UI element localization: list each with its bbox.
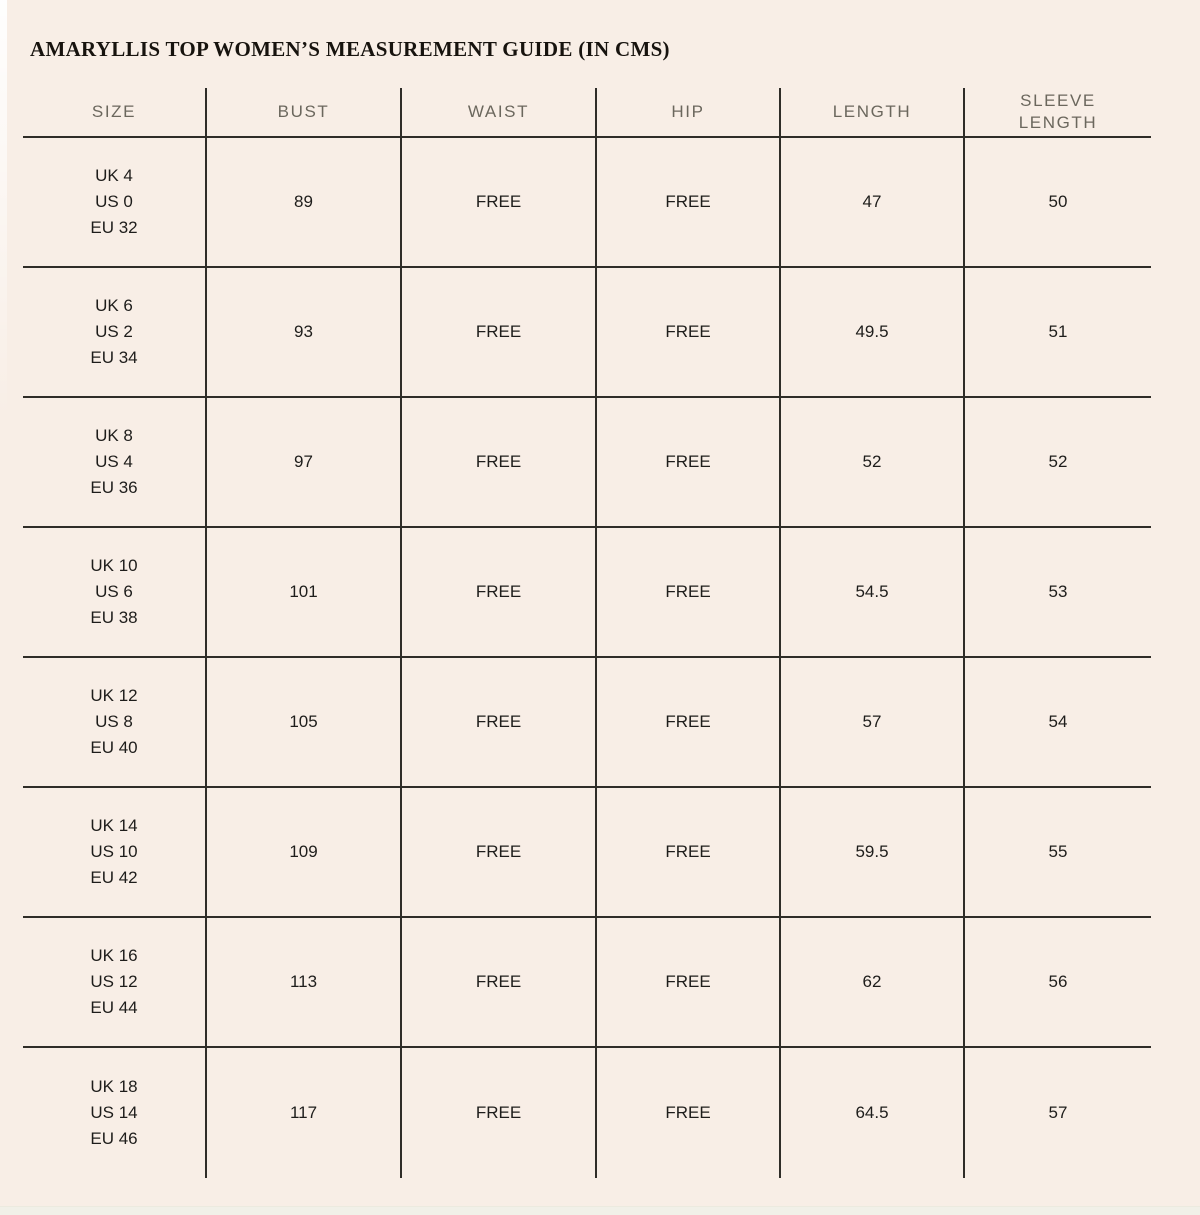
- size-eu: EU 36: [90, 478, 138, 497]
- hip-cell: FREE: [595, 658, 779, 786]
- size-us: US 10: [90, 842, 138, 861]
- length-cell: 62: [779, 918, 963, 1046]
- size-uk: UK 18: [90, 1077, 138, 1096]
- hip-cell: FREE: [595, 138, 779, 266]
- size-uk: UK 8: [95, 426, 133, 445]
- size-cell: UK 10 US 6 EU 38: [23, 528, 205, 656]
- size-eu: EU 42: [90, 868, 138, 887]
- hip-cell: FREE: [595, 528, 779, 656]
- page-title: AMARYLLIS TOP WOMEN’S MEASUREMENT GUIDE …: [30, 37, 670, 61]
- column-header-length: LENGTH: [779, 88, 963, 136]
- size-eu: EU 44: [90, 998, 138, 1017]
- column-header-waist: WAIST: [400, 88, 595, 136]
- size-uk: UK 10: [90, 556, 138, 575]
- sleeve-length-cell: 53: [963, 528, 1151, 656]
- column-header-size: SIZE: [91, 102, 137, 121]
- size-chart-table: SIZE BUST WAIST HIP LENGTH SLEEVE LENGTH…: [23, 88, 1151, 1178]
- column-header-hip: HIP: [595, 88, 779, 136]
- sleeve-length-cell: 55: [963, 788, 1151, 916]
- size-us: US 4: [95, 452, 133, 471]
- size-us: US 14: [90, 1103, 138, 1122]
- size-us: US 6: [95, 582, 133, 601]
- size-eu: EU 38: [90, 608, 138, 627]
- table-row: UK 12 US 8 EU 40 105 FREE FREE 57 54: [23, 658, 1151, 788]
- table-row: UK 8 US 4 EU 36 97 FREE FREE 52 52: [23, 398, 1151, 528]
- sleeve-length-cell: 54: [963, 658, 1151, 786]
- sleeve-length-cell: 50: [963, 138, 1151, 266]
- size-cell: UK 4 US 0 EU 32: [23, 138, 205, 266]
- hip-cell: FREE: [595, 398, 779, 526]
- size-eu: EU 40: [90, 738, 138, 757]
- bust-cell: 113: [205, 918, 400, 1046]
- bust-cell: 101: [205, 528, 400, 656]
- table-row: UK 6 US 2 EU 34 93 FREE FREE 49.5 51: [23, 268, 1151, 398]
- waist-cell: FREE: [400, 268, 595, 396]
- hip-cell: FREE: [595, 268, 779, 396]
- waist-cell: FREE: [400, 918, 595, 1046]
- length-cell: 49.5: [779, 268, 963, 396]
- sleeve-length-cell: 56: [963, 918, 1151, 1046]
- waist-cell: FREE: [400, 1048, 595, 1178]
- hip-cell: FREE: [595, 1048, 779, 1178]
- table-row: UK 18 US 14 EU 46 117 FREE FREE 64.5 57: [23, 1048, 1151, 1178]
- size-eu: EU 34: [90, 348, 138, 367]
- waist-cell: FREE: [400, 658, 595, 786]
- size-eu: EU 32: [90, 218, 138, 237]
- bust-cell: 105: [205, 658, 400, 786]
- length-cell: 47: [779, 138, 963, 266]
- length-cell: 54.5: [779, 528, 963, 656]
- waist-cell: FREE: [400, 398, 595, 526]
- size-us: US 2: [95, 322, 133, 341]
- hip-cell: FREE: [595, 788, 779, 916]
- waist-cell: FREE: [400, 788, 595, 916]
- sleeve-length-cell: 57: [963, 1048, 1151, 1178]
- size-eu: EU 46: [90, 1129, 138, 1148]
- sleeve-length-cell: 52: [963, 398, 1151, 526]
- bust-cell: 89: [205, 138, 400, 266]
- size-us: US 8: [95, 712, 133, 731]
- table-row: UK 16 US 12 EU 44 113 FREE FREE 62 56: [23, 918, 1151, 1048]
- page-edge-artifact: [0, 0, 7, 420]
- size-cell: UK 12 US 8 EU 40: [23, 658, 205, 786]
- table-row: UK 14 US 10 EU 42 109 FREE FREE 59.5 55: [23, 788, 1151, 918]
- waist-cell: FREE: [400, 528, 595, 656]
- bust-cell: 109: [205, 788, 400, 916]
- hip-cell: FREE: [595, 918, 779, 1046]
- size-cell: UK 8 US 4 EU 36: [23, 398, 205, 526]
- table-row: UK 4 US 0 EU 32 89 FREE FREE 47 50: [23, 138, 1151, 268]
- length-cell: 57: [779, 658, 963, 786]
- size-uk: UK 4: [95, 166, 133, 185]
- length-cell: 64.5: [779, 1048, 963, 1178]
- size-us: US 12: [90, 972, 138, 991]
- size-cell: UK 14 US 10 EU 42: [23, 788, 205, 916]
- size-cell: UK 18 US 14 EU 46: [23, 1048, 205, 1178]
- length-cell: 59.5: [779, 788, 963, 916]
- sleeve-length-cell: 51: [963, 268, 1151, 396]
- size-cell: UK 16 US 12 EU 44: [23, 918, 205, 1046]
- column-header-bust: BUST: [205, 88, 400, 136]
- table-row: UK 10 US 6 EU 38 101 FREE FREE 54.5 53: [23, 528, 1151, 658]
- column-header-sleeve-length: SLEEVE LENGTH: [963, 88, 1151, 136]
- bust-cell: 97: [205, 398, 400, 526]
- table-header-row: SIZE BUST WAIST HIP LENGTH SLEEVE LENGTH: [23, 88, 1151, 138]
- size-cell: UK 6 US 2 EU 34: [23, 268, 205, 396]
- size-uk: UK 12: [90, 686, 138, 705]
- size-uk: UK 6: [95, 296, 133, 315]
- size-us: US 0: [95, 192, 133, 211]
- waist-cell: FREE: [400, 138, 595, 266]
- bottom-edge-strip: [0, 1206, 1200, 1215]
- bust-cell: 117: [205, 1048, 400, 1178]
- size-uk: UK 16: [90, 946, 138, 965]
- size-uk: UK 14: [90, 816, 138, 835]
- bust-cell: 93: [205, 268, 400, 396]
- length-cell: 52: [779, 398, 963, 526]
